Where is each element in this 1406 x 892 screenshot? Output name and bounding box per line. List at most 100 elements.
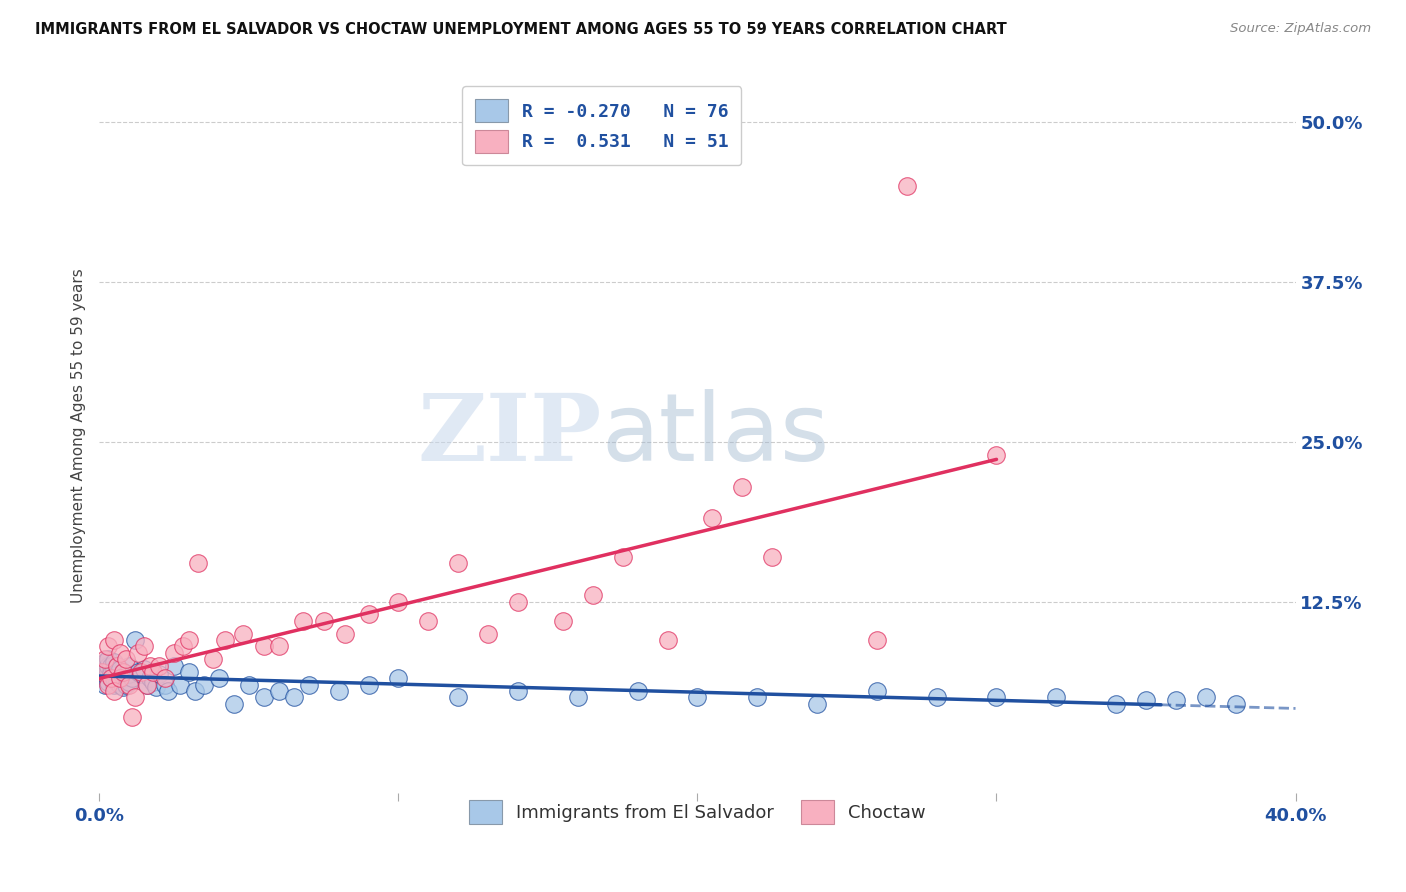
Point bbox=[267, 684, 290, 698]
Point bbox=[121, 671, 143, 685]
Point bbox=[291, 614, 314, 628]
Point bbox=[253, 640, 276, 654]
Point bbox=[115, 678, 138, 692]
Point bbox=[169, 678, 191, 692]
Point bbox=[202, 652, 225, 666]
Point bbox=[134, 662, 156, 676]
Point bbox=[686, 690, 709, 705]
Point bbox=[115, 667, 138, 681]
Point bbox=[103, 684, 125, 698]
Point bbox=[567, 690, 589, 705]
Point bbox=[100, 671, 122, 685]
Legend: Immigrants from El Salvador, Choctaw: Immigrants from El Salvador, Choctaw bbox=[458, 789, 936, 834]
Text: IMMIGRANTS FROM EL SALVADOR VS CHOCTAW UNEMPLOYMENT AMONG AGES 55 TO 59 YEARS CO: IMMIGRANTS FROM EL SALVADOR VS CHOCTAW U… bbox=[35, 22, 1007, 37]
Point bbox=[139, 658, 162, 673]
Point bbox=[97, 665, 120, 679]
Point bbox=[267, 640, 290, 654]
Point bbox=[115, 652, 138, 666]
Point bbox=[283, 690, 305, 705]
Point bbox=[551, 614, 574, 628]
Point bbox=[94, 655, 117, 669]
Point bbox=[94, 667, 117, 681]
Point bbox=[145, 680, 167, 694]
Text: atlas: atlas bbox=[602, 390, 830, 482]
Point bbox=[184, 684, 207, 698]
Point bbox=[187, 556, 209, 570]
Point bbox=[612, 549, 634, 564]
Point bbox=[1225, 697, 1247, 711]
Point bbox=[896, 179, 918, 194]
Point bbox=[866, 684, 889, 698]
Point bbox=[142, 665, 165, 679]
Point bbox=[582, 588, 605, 602]
Point bbox=[222, 697, 245, 711]
Point bbox=[103, 632, 125, 647]
Point bbox=[136, 678, 159, 692]
Point bbox=[118, 675, 141, 690]
Point bbox=[298, 678, 321, 692]
Point bbox=[328, 684, 350, 698]
Point bbox=[112, 671, 135, 685]
Point bbox=[103, 671, 125, 685]
Point bbox=[208, 671, 231, 685]
Point bbox=[139, 671, 162, 685]
Point bbox=[333, 626, 356, 640]
Point bbox=[214, 632, 236, 647]
Point bbox=[124, 632, 146, 647]
Point bbox=[129, 667, 152, 681]
Point bbox=[387, 594, 409, 608]
Point bbox=[91, 665, 114, 679]
Point bbox=[100, 667, 122, 681]
Point bbox=[97, 640, 120, 654]
Point bbox=[806, 697, 828, 711]
Point bbox=[94, 678, 117, 692]
Point bbox=[91, 671, 114, 685]
Point bbox=[110, 671, 132, 685]
Point bbox=[357, 678, 380, 692]
Point bbox=[112, 665, 135, 679]
Point bbox=[121, 709, 143, 723]
Point bbox=[157, 684, 180, 698]
Point bbox=[163, 658, 186, 673]
Point bbox=[105, 667, 128, 681]
Point bbox=[1195, 690, 1218, 705]
Point bbox=[127, 665, 149, 679]
Point bbox=[731, 479, 754, 493]
Point bbox=[357, 607, 380, 622]
Point bbox=[179, 665, 201, 679]
Y-axis label: Unemployment Among Ages 55 to 59 years: Unemployment Among Ages 55 to 59 years bbox=[72, 268, 86, 603]
Point bbox=[148, 667, 170, 681]
Point bbox=[447, 690, 470, 705]
Point bbox=[387, 671, 409, 685]
Point bbox=[1105, 697, 1128, 711]
Point bbox=[986, 690, 1008, 705]
Point bbox=[627, 684, 650, 698]
Point bbox=[103, 662, 125, 676]
Point bbox=[118, 658, 141, 673]
Point bbox=[136, 678, 159, 692]
Point bbox=[506, 594, 529, 608]
Point bbox=[94, 652, 117, 666]
Point bbox=[163, 646, 186, 660]
Point bbox=[110, 678, 132, 692]
Point bbox=[447, 556, 470, 570]
Point bbox=[91, 658, 114, 673]
Point bbox=[925, 690, 948, 705]
Point bbox=[129, 665, 152, 679]
Point bbox=[155, 671, 177, 685]
Point bbox=[702, 511, 724, 525]
Point bbox=[193, 678, 215, 692]
Point bbox=[866, 632, 889, 647]
Point bbox=[238, 678, 260, 692]
Point bbox=[253, 690, 276, 705]
Point bbox=[172, 640, 194, 654]
Point bbox=[148, 658, 170, 673]
Point bbox=[747, 690, 769, 705]
Point bbox=[100, 665, 122, 679]
Point bbox=[506, 684, 529, 698]
Point bbox=[97, 652, 120, 666]
Point bbox=[477, 626, 499, 640]
Point bbox=[112, 665, 135, 679]
Point bbox=[155, 678, 177, 692]
Point bbox=[97, 658, 120, 673]
